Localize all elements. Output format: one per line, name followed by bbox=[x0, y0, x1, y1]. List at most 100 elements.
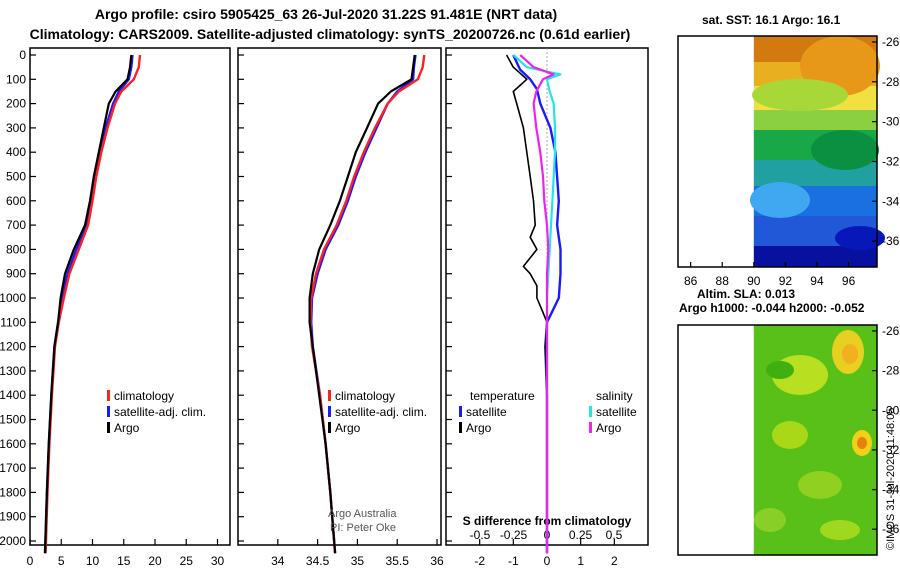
x-tick-label: 0 bbox=[27, 554, 34, 568]
sal-satellite-line bbox=[310, 54, 417, 554]
sla-y-tick-label: -30 bbox=[882, 403, 900, 417]
sst-y-tick-label: -28 bbox=[882, 75, 900, 89]
sla-anomaly-patch bbox=[842, 344, 858, 364]
depth-tick-label: 1800 bbox=[0, 485, 26, 499]
temp-satellite-line bbox=[43, 54, 134, 554]
sst-y-tick-label: -30 bbox=[882, 115, 900, 129]
depth-tick-label: 0 bbox=[19, 48, 26, 62]
x-tick-label: 34 bbox=[271, 554, 285, 568]
legend2-argo-label: Argo bbox=[335, 421, 361, 435]
sla-y-tick-label: -32 bbox=[882, 443, 900, 457]
sst-deep-patch bbox=[835, 226, 885, 250]
sst-band bbox=[753, 246, 877, 267]
sla-y-tick-label: -36 bbox=[882, 522, 900, 536]
sst-map-frame bbox=[677, 35, 878, 268]
depth-tick-label: 300 bbox=[6, 121, 26, 135]
sal-tick-label: -0.25 bbox=[500, 528, 528, 542]
sst-band bbox=[753, 110, 877, 130]
sst-x-tick-label: 92 bbox=[779, 274, 793, 288]
sla-anomaly-patch bbox=[772, 421, 808, 449]
legend-climatology-label: climatology bbox=[114, 389, 174, 403]
x-tick-label: 34.5 bbox=[306, 554, 330, 568]
sla-anomaly-patch bbox=[820, 520, 860, 540]
sal-tick-label: -0.5 bbox=[470, 528, 491, 542]
depth-tick-label: 1600 bbox=[0, 437, 26, 451]
diff-temp-argo-line bbox=[505, 54, 548, 554]
legend3-temp-satellite-label: satellite bbox=[466, 405, 507, 419]
depth-tick-label: 900 bbox=[6, 267, 26, 281]
depth-tick-label: 1400 bbox=[0, 388, 26, 402]
legend-argo-swatch bbox=[107, 422, 110, 433]
legend3-temp-satellite-swatch bbox=[459, 406, 462, 417]
sla-anomaly-patch bbox=[857, 437, 867, 449]
x-tick-label: 2 bbox=[611, 554, 618, 568]
depth-tick-label: 2000 bbox=[0, 534, 26, 548]
legend-climatology-swatch bbox=[107, 390, 110, 401]
sla-map-frame bbox=[677, 324, 878, 556]
x-tick-label: 1 bbox=[577, 554, 584, 568]
sst-y-tick-label: -34 bbox=[882, 194, 900, 208]
x-tick-label: 35 bbox=[351, 554, 365, 568]
x-tick-label: 10 bbox=[86, 554, 100, 568]
legend2-argo-swatch bbox=[328, 422, 331, 433]
x-tick-label: 20 bbox=[148, 554, 162, 568]
sst-x-tick-label: 90 bbox=[747, 274, 761, 288]
x-tick-label: 36 bbox=[430, 554, 444, 568]
temp-argo-line bbox=[43, 54, 133, 554]
diff-sal-argo-line bbox=[519, 54, 555, 554]
legend3-sal-argo-label: Argo bbox=[596, 421, 622, 435]
depth-tick-label: 1200 bbox=[0, 340, 26, 354]
legend-temperature-header: temperature bbox=[470, 389, 535, 403]
sla-anomaly-patch bbox=[798, 471, 842, 499]
sal-tick-label: 0.25 bbox=[569, 528, 593, 542]
sst-x-tick-label: 94 bbox=[810, 274, 824, 288]
depth-tick-label: 1900 bbox=[0, 510, 26, 524]
legend-salinity-header: salinity bbox=[596, 389, 633, 403]
credit-pi: PI: Peter Oke bbox=[330, 522, 396, 534]
sst-green-patch bbox=[811, 130, 879, 170]
panel-frame bbox=[29, 47, 231, 546]
profile-title: Argo profile: csiro 5905425_63 26-Jul-20… bbox=[94, 6, 558, 22]
legend3-temp-argo-swatch bbox=[459, 422, 462, 433]
sla-y-tick-label: -28 bbox=[882, 364, 900, 378]
legend-argo-label: Argo bbox=[114, 421, 140, 435]
legend3-sal-argo-swatch bbox=[589, 422, 592, 433]
legend-satellite-label: satellite-adj. clim. bbox=[114, 405, 206, 419]
depth-tick-label: 500 bbox=[6, 170, 26, 184]
legend2-climatology-label: climatology bbox=[335, 389, 395, 403]
sla-anomaly-patch bbox=[754, 508, 786, 532]
sla-title: Altim. SLA: 0.013 bbox=[697, 287, 796, 301]
climatology-title: Climatology: CARS2009. Satellite-adjuste… bbox=[29, 26, 631, 42]
sal-argo-line bbox=[308, 54, 416, 554]
sal-tick-label: 0.5 bbox=[606, 528, 623, 542]
sla-anomaly-patch bbox=[766, 361, 794, 379]
panel-frame bbox=[237, 47, 442, 546]
sst-y-tick-label: -32 bbox=[882, 154, 900, 168]
legend3-sal-satellite-label: satellite bbox=[596, 405, 637, 419]
legend2-satellite-label: satellite-adj. clim. bbox=[335, 405, 427, 419]
depth-tick-label: 400 bbox=[6, 145, 26, 159]
legend2-climatology-swatch bbox=[328, 390, 331, 401]
depth-tick-label: 1000 bbox=[0, 291, 26, 305]
depth-tick-label: 1300 bbox=[0, 364, 26, 378]
sla-y-tick-label: -26 bbox=[882, 324, 900, 338]
sla-argo-title: Argo h1000: -0.044 h2000: -0.052 bbox=[679, 301, 865, 315]
x-tick-label: 30 bbox=[211, 554, 225, 568]
sla-y-tick-label: -34 bbox=[882, 483, 900, 497]
depth-tick-label: 1500 bbox=[0, 413, 26, 427]
x-tick-label: -1 bbox=[508, 554, 519, 568]
legend3-sal-satellite-swatch bbox=[589, 406, 592, 417]
depth-tick-label: 600 bbox=[6, 194, 26, 208]
sst-cyan-patch bbox=[750, 182, 810, 218]
sst-x-tick-label: 96 bbox=[842, 274, 856, 288]
sst-y-tick-label: -36 bbox=[882, 234, 900, 248]
sst-x-tick-label: 88 bbox=[716, 274, 730, 288]
x-tick-label: -2 bbox=[474, 554, 485, 568]
depth-tick-label: 200 bbox=[6, 97, 26, 111]
credit-argo-australia: Argo Australia bbox=[328, 508, 397, 520]
legend2-satellite-swatch bbox=[328, 406, 331, 417]
x-tick-label: 35.5 bbox=[386, 554, 410, 568]
depth-tick-label: 700 bbox=[6, 218, 26, 232]
depth-tick-label: 100 bbox=[6, 72, 26, 86]
